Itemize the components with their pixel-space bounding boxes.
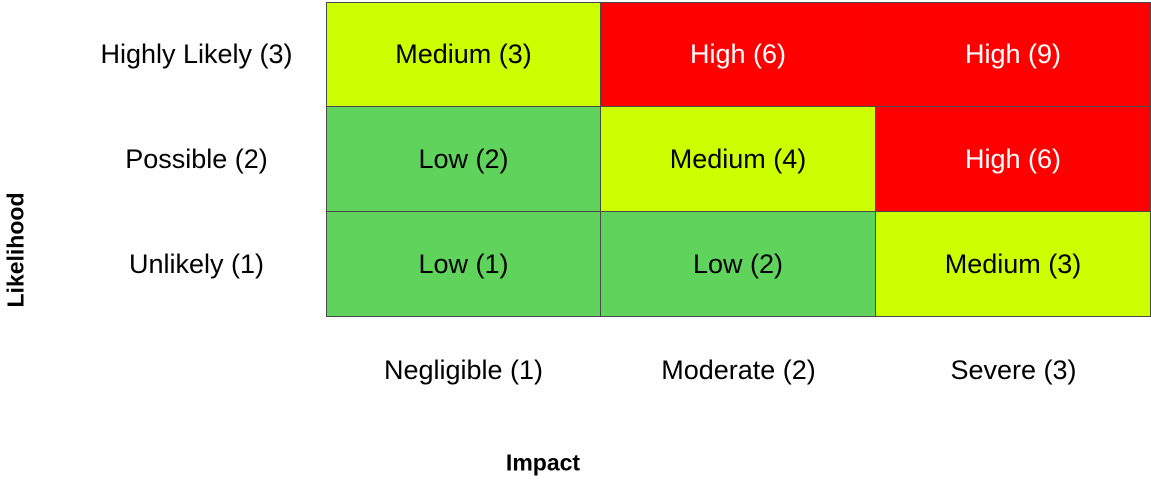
matrix-cell: Medium (3) xyxy=(326,2,601,107)
y-axis-title: Likelihood xyxy=(2,192,29,308)
row-label-possible: Possible (2) xyxy=(125,144,268,174)
row-label-unlikely: Unlikely (1) xyxy=(128,249,265,279)
matrix-cell: Low (2) xyxy=(326,107,601,212)
col-label-negligible: Negligible (1) xyxy=(383,354,544,385)
matrix-cell: Medium (3) xyxy=(876,212,1151,317)
risk-matrix-grid: Medium (3) High (6) High (9) Low (2) Med… xyxy=(326,2,1151,317)
row-label-highly-likely: Highly Likely (3) xyxy=(100,39,293,69)
matrix-cell: High (6) xyxy=(876,107,1151,212)
matrix-cell: Low (1) xyxy=(326,212,601,317)
col-label-severe: Severe (3) xyxy=(950,354,1077,385)
matrix-cell: High (6) xyxy=(601,2,876,107)
matrix-cell: Low (2) xyxy=(601,212,876,317)
col-label-moderate: Moderate (2) xyxy=(661,354,816,385)
x-axis-title: Impact xyxy=(505,449,581,476)
matrix-cell: Medium (4) xyxy=(601,107,876,212)
matrix-cell: High (9) xyxy=(876,2,1151,107)
